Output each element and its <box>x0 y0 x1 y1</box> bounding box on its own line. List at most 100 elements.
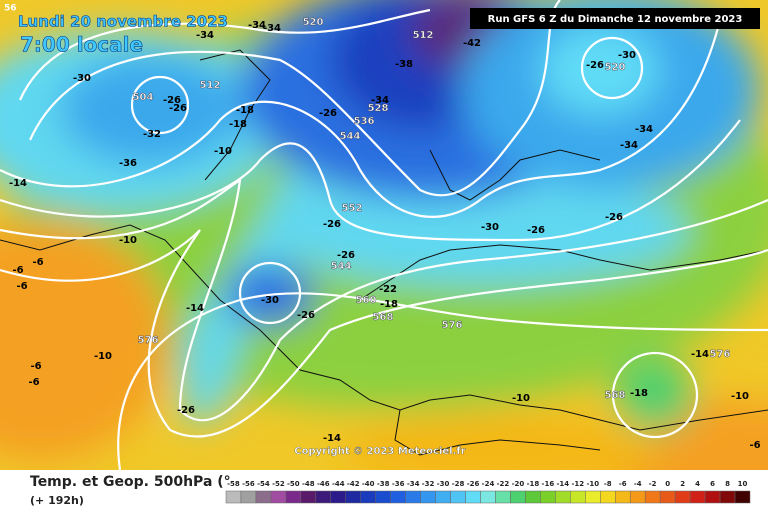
temperature-label: -18 <box>236 105 254 116</box>
geopotential-label: 576 <box>710 349 731 360</box>
scale-swatch <box>240 490 257 504</box>
scale-label: -44 <box>332 480 345 488</box>
scale-label: -32 <box>422 480 435 488</box>
scale-label: -14 <box>557 480 570 488</box>
geopotential-label: 568 <box>373 312 394 323</box>
scale-label: 6 <box>710 480 715 488</box>
temperature-label: -14 <box>691 349 709 360</box>
temperature-label: -14 <box>186 303 204 314</box>
scale-label: -56 <box>242 480 255 488</box>
scale-swatch <box>285 490 302 504</box>
scale-swatch <box>420 490 436 504</box>
scale-swatch <box>300 490 317 504</box>
scale-label: -58 <box>227 480 240 488</box>
scale-label: -8 <box>604 480 612 488</box>
temperature-label: -6 <box>12 265 23 276</box>
temperature-label: -26 <box>163 95 181 106</box>
geopotential-label: 568 <box>605 390 626 401</box>
temperature-label: -26 <box>527 225 545 236</box>
scale-label: -34 <box>407 480 420 488</box>
geopotential-label: 552 <box>342 203 363 214</box>
geopotential-contours <box>0 0 768 471</box>
temperature-label: -26 <box>323 219 341 230</box>
scale-label: -38 <box>377 480 390 488</box>
scale-swatch <box>450 490 466 504</box>
scale-swatch <box>405 490 421 504</box>
temperature-label: -14 <box>323 433 341 444</box>
copyright: Copyright © 2023 Meteociel.fr <box>294 446 465 457</box>
scale-swatch <box>525 490 541 504</box>
temperature-label: -38 <box>395 59 413 70</box>
scale-swatch <box>570 490 586 504</box>
lead-time: (+ 192h) <box>30 494 84 507</box>
scale-label: 0 <box>665 480 670 488</box>
scale-swatch <box>225 490 242 504</box>
temperature-label: -6 <box>16 281 27 292</box>
scale-swatch <box>330 490 347 504</box>
scale-swatch <box>659 490 676 504</box>
scale-swatch <box>390 490 406 504</box>
scale-label: -26 <box>467 480 480 488</box>
scale-label: -24 <box>482 480 495 488</box>
scale-label: -52 <box>272 480 285 488</box>
scale-swatch <box>689 490 706 504</box>
temperature-label: -34 <box>620 140 638 151</box>
scale-label: -18 <box>527 480 540 488</box>
scale-label: -48 <box>302 480 315 488</box>
scale-swatch <box>270 490 287 504</box>
geopotential-label: 560 <box>356 295 377 306</box>
scale-label: -4 <box>634 480 642 488</box>
scale-swatch <box>719 490 736 504</box>
scale-swatch <box>615 490 631 504</box>
scale-swatch <box>600 490 616 504</box>
geopotential-label: 528 <box>368 103 389 114</box>
scale-label: -6 <box>619 480 627 488</box>
scale-swatch <box>540 490 556 504</box>
scale-label: -30 <box>437 480 450 488</box>
scale-swatch <box>495 490 511 504</box>
temperature-label: -22 <box>379 284 397 295</box>
scale-label: -42 <box>347 480 360 488</box>
temperature-label: -34 <box>196 30 214 41</box>
temperature-label: -6 <box>749 440 760 451</box>
temperature-label: -30 <box>618 50 636 61</box>
scale-swatch <box>704 490 721 504</box>
forecast-time: 7:00 locale <box>20 33 143 57</box>
scale-label: -10 <box>586 480 599 488</box>
scale-label: -2 <box>649 480 657 488</box>
scale-swatch <box>510 490 526 504</box>
temperature-label: -34 <box>248 20 266 31</box>
scale-label: 2 <box>680 480 685 488</box>
scale-swatch <box>315 490 332 504</box>
scale-label: -16 <box>542 480 555 488</box>
scale-label: -50 <box>287 480 300 488</box>
temperature-label: -26 <box>337 250 355 261</box>
scale-swatch <box>734 490 751 504</box>
geopotential-label: 576 <box>138 335 159 346</box>
temperature-label: -34 <box>263 23 281 34</box>
temperature-label: -6 <box>32 257 43 268</box>
geopotential-label: 544 <box>340 131 361 142</box>
temperature-label: -6 <box>28 377 39 388</box>
color-scale: -58 -56 -54 -52 -50 -48 -46 -44 -42 -40 -38 -36 -34-… <box>225 480 751 504</box>
run-banner <box>470 8 760 29</box>
temperature-label: -18 <box>630 388 648 399</box>
scale-swatch <box>674 490 691 504</box>
scale-label: -46 <box>317 480 330 488</box>
geopotential-label: 520 <box>303 17 324 28</box>
temperature-label: -26 <box>297 310 315 321</box>
geopotential-label: 536 <box>354 116 375 127</box>
temperature-label: -26 <box>319 108 337 119</box>
temperature-label: -30 <box>73 73 91 84</box>
scale-label: -22 <box>497 480 510 488</box>
geopotential-label: 504 <box>133 92 154 103</box>
scale-swatch <box>555 490 571 504</box>
temperature-label: -26 <box>177 405 195 416</box>
geopotential-label: 520 <box>605 62 626 73</box>
scale-swatch <box>465 490 481 504</box>
temperature-label: -10 <box>731 391 749 402</box>
